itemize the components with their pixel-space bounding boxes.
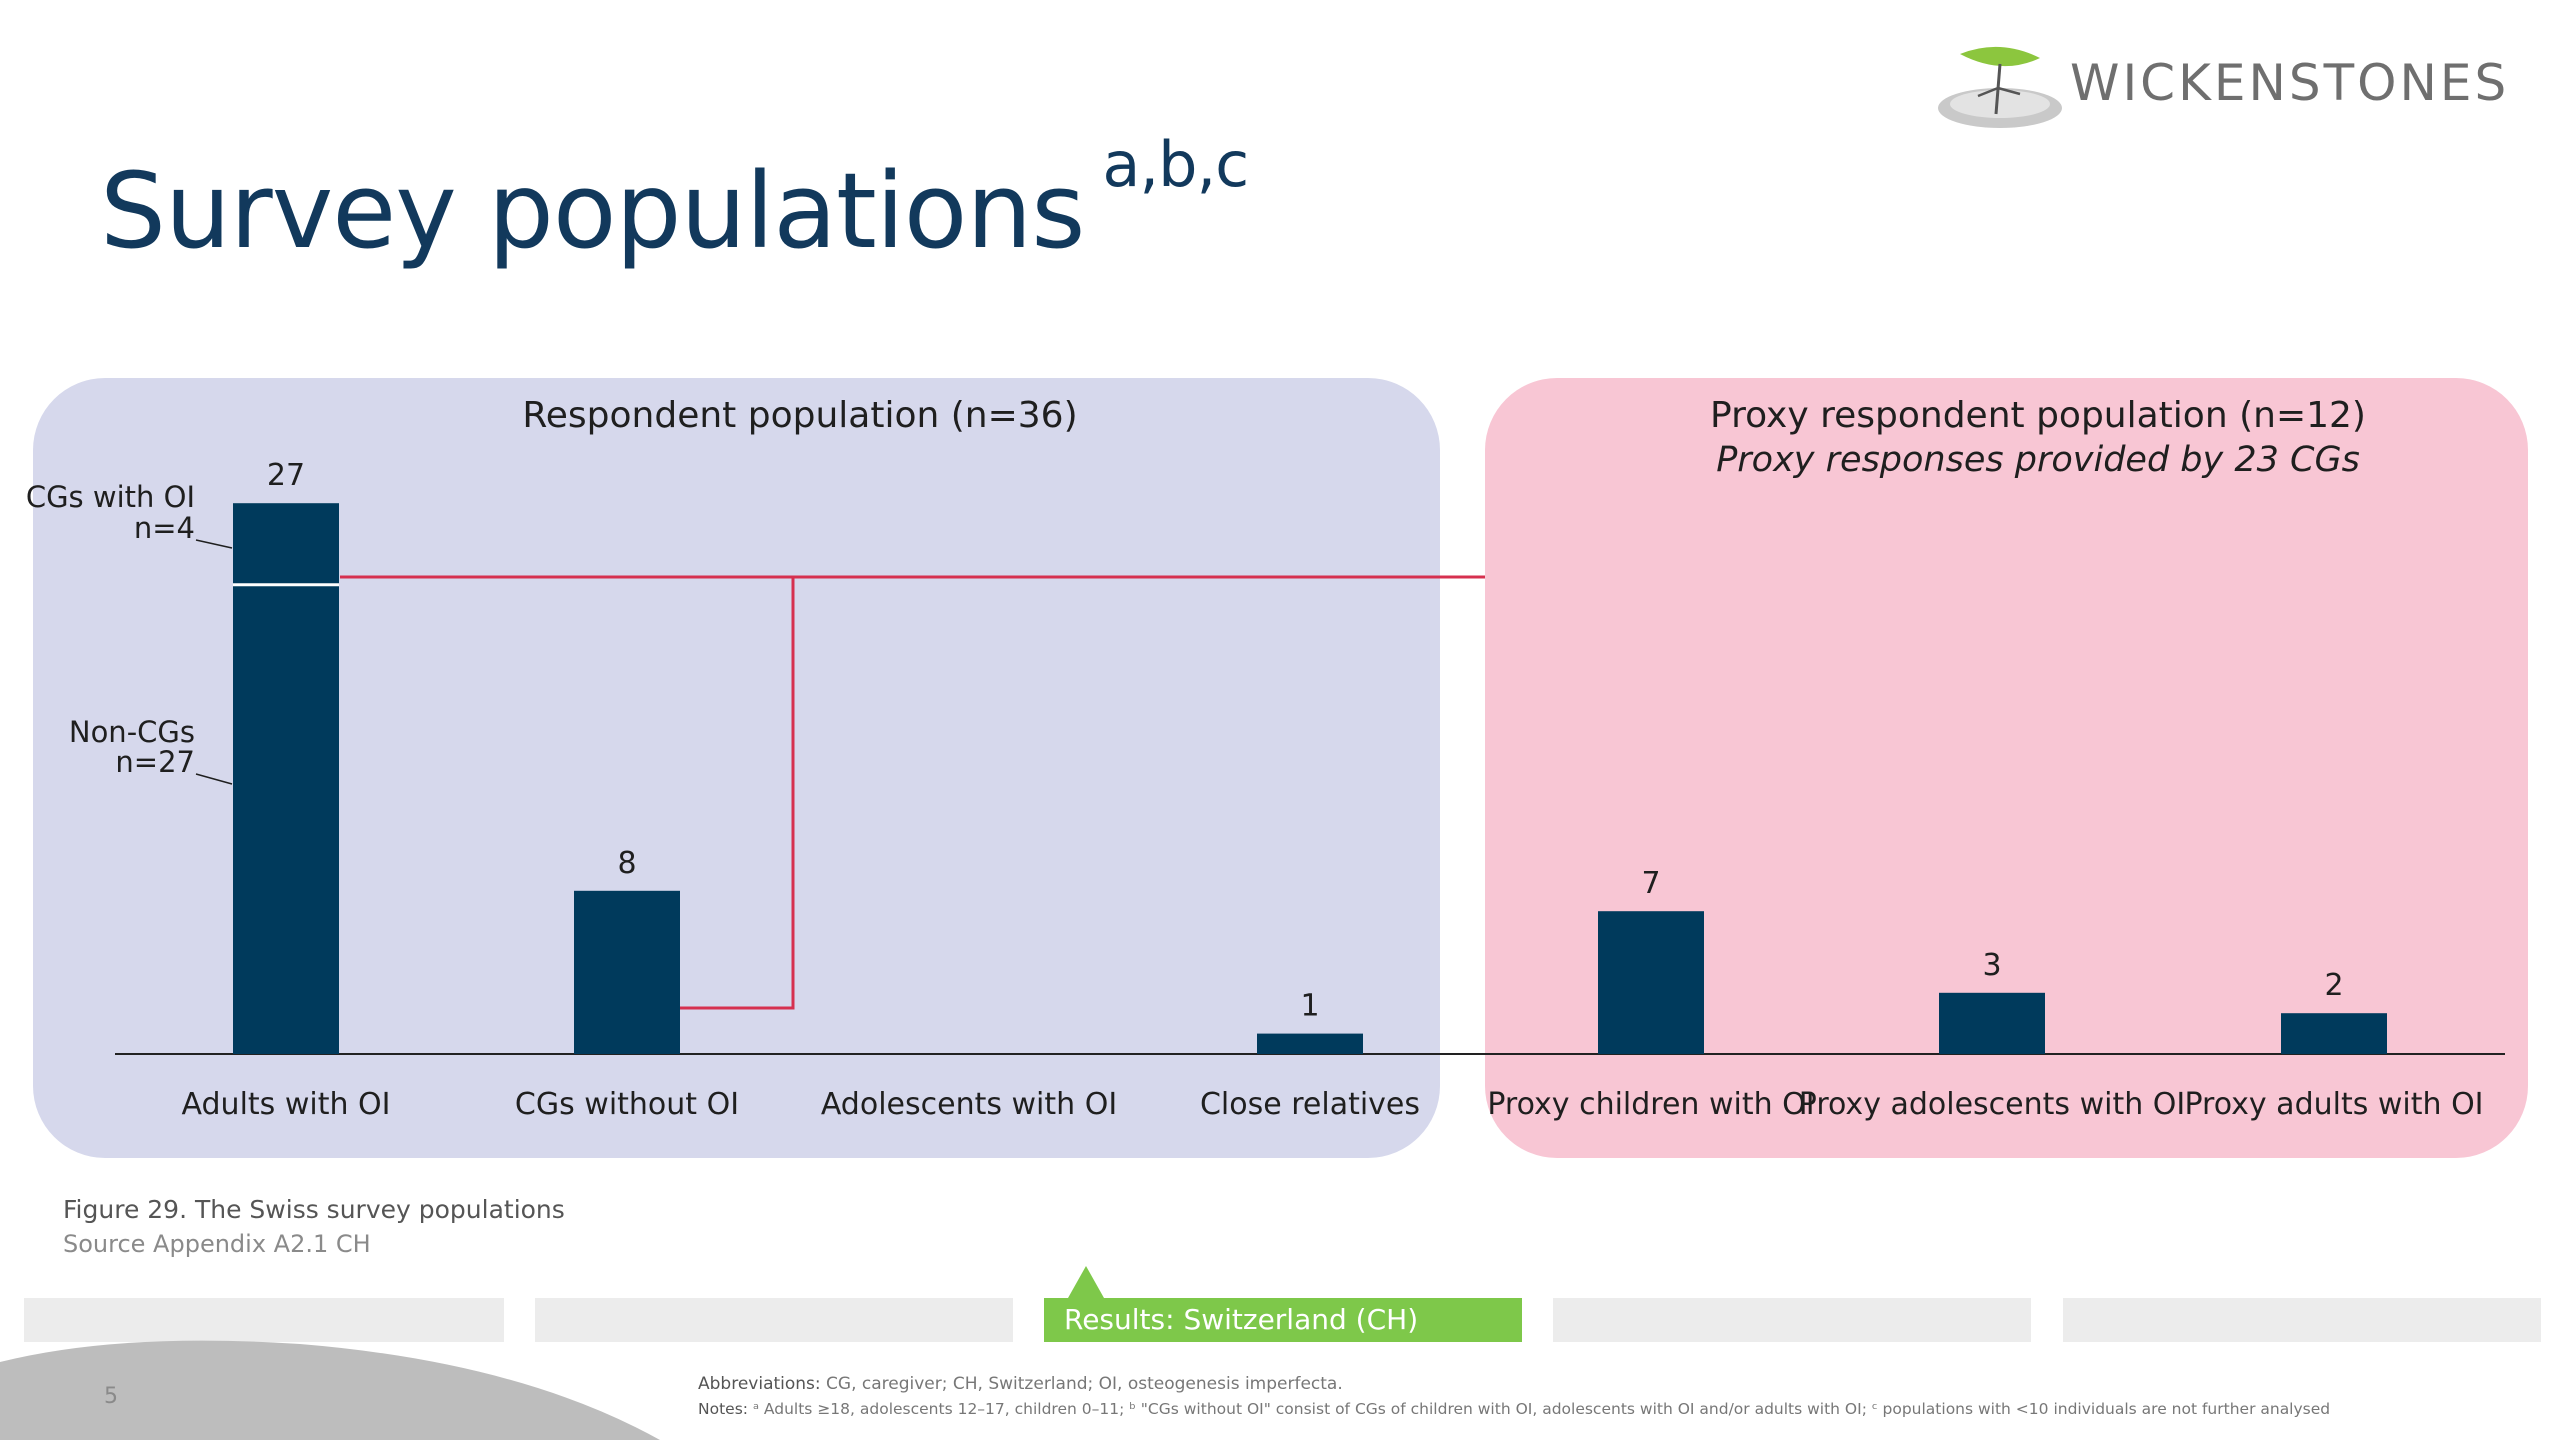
category-label-6: Proxy adults with OI <box>2184 1087 2483 1122</box>
nav-segment-1[interactable] <box>24 1298 504 1342</box>
bar-value-label-1: 8 <box>617 846 636 881</box>
cg-link-line-down <box>680 577 795 1010</box>
nav-segment-2[interactable] <box>535 1298 1013 1342</box>
bar-value-label-0: 27 <box>267 458 305 493</box>
bar-4 <box>1598 911 1704 1054</box>
category-label-0: Adults with OI <box>182 1087 391 1122</box>
respondent-panel-title: Respondent population (n=36) <box>522 395 1078 436</box>
bar-value-label-5: 3 <box>1982 948 2001 983</box>
annotation-leader-bottom <box>195 773 233 785</box>
abbreviations-label: Abbreviations: <box>698 1374 821 1394</box>
footer-notes: Notes: ᵃ Adults ≥18, adolescents 12–17, … <box>698 1400 2330 1418</box>
footer-abbreviations: Abbreviations: CG, caregiver; CH, Switze… <box>698 1374 1343 1394</box>
bar-value-label-4: 7 <box>1641 866 1660 901</box>
category-label-3: Close relatives <box>1200 1087 1420 1122</box>
bar-0 <box>233 503 339 1054</box>
caregiver-link-lines <box>340 575 1485 1010</box>
bar-1 <box>574 890 680 1054</box>
proxy-panel-title: Proxy respondent population (n=12) <box>1710 395 2366 436</box>
bar-6 <box>2281 1013 2387 1054</box>
category-label-5: Proxy adolescents with OI <box>1799 1087 2185 1122</box>
annotation-non-cgs: Non-CGs <box>69 715 195 749</box>
figure-source: Source Appendix A2.1 CH <box>63 1230 371 1258</box>
figure-caption: Figure 29. The Swiss survey populations <box>63 1195 565 1224</box>
leaf-icon <box>1938 46 2062 128</box>
notes-label: Notes: <box>698 1400 748 1418</box>
page-number: 5 <box>104 1384 118 1409</box>
category-label-4: Proxy children with OI <box>1487 1087 1814 1122</box>
category-label-1: CGs without OI <box>515 1087 739 1122</box>
category-label-2: Adolescents with OI <box>821 1087 1117 1122</box>
bar-5 <box>1939 992 2045 1054</box>
page-title: Survey populations a,b,c <box>100 128 1249 272</box>
page-title-text: Survey populations <box>100 150 1085 272</box>
nav-segment-4[interactable] <box>1553 1298 2031 1342</box>
stack-annotations: CGs with OI n=4 Non-CGs n=27 <box>26 480 233 785</box>
title-superscript: a,b,c <box>1102 128 1249 201</box>
abbreviations-text: CG, caregiver; CH, Switzerland; OI, oste… <box>826 1374 1343 1394</box>
bar-3 <box>1257 1033 1363 1054</box>
annotation-cgs-with-oi-n: n=4 <box>134 511 195 545</box>
annotation-non-cgs-n: n=27 <box>115 745 195 779</box>
brand-name: WICKENSTONES <box>2070 54 2510 112</box>
nav-arrow-icon <box>1068 1266 1104 1298</box>
annotation-cgs-with-oi: CGs with OI <box>26 480 195 514</box>
nav-segment-5[interactable] <box>2063 1298 2541 1342</box>
footer-shape <box>0 1340 660 1440</box>
proxy-panel-subtitle: Proxy responses provided by 23 CGs <box>1716 440 2360 480</box>
bar-value-label-3: 1 <box>1300 989 1319 1024</box>
nav-segment-active[interactable]: Results: Switzerland (CH) <box>1044 1298 1522 1342</box>
wickenstones-logo: WICKENSTONES <box>1930 36 2510 136</box>
annotation-leader-top <box>195 539 233 549</box>
bar-value-label-6: 2 <box>2324 968 2343 1003</box>
notes-text: ᵃ Adults ≥18, adolescents 12–17, childre… <box>752 1400 2331 1418</box>
